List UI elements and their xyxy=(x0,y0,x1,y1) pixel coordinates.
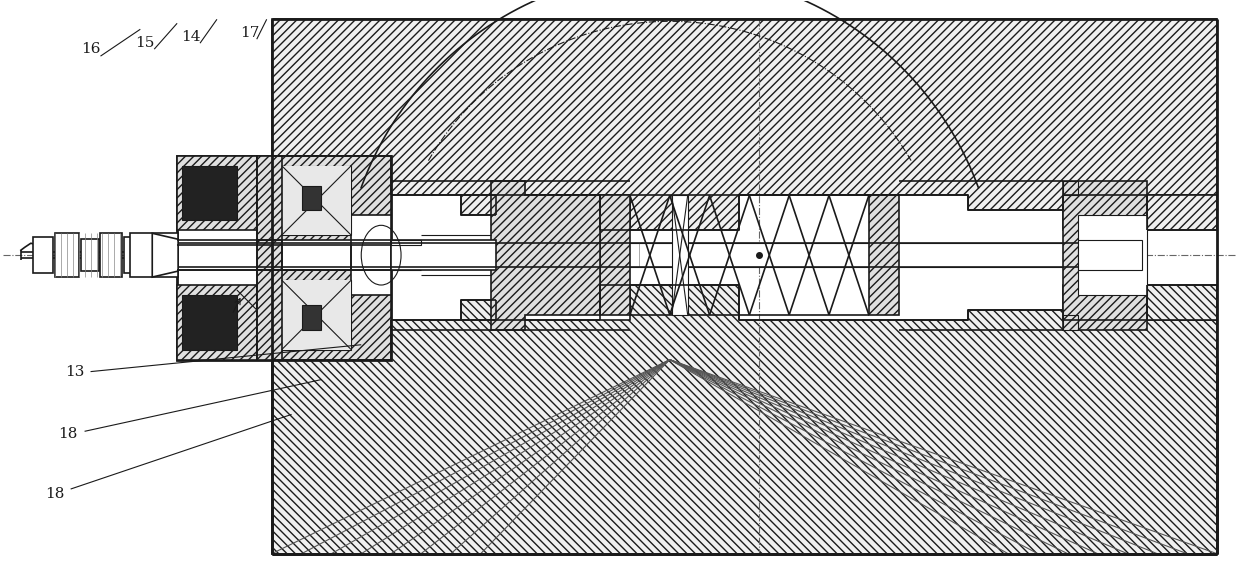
Bar xyxy=(672,195,688,315)
Polygon shape xyxy=(1063,180,1147,330)
Text: 17: 17 xyxy=(240,26,259,40)
Bar xyxy=(81,239,99,271)
Polygon shape xyxy=(392,240,421,245)
Bar xyxy=(281,280,352,350)
Text: 15: 15 xyxy=(135,36,155,50)
Polygon shape xyxy=(869,195,898,315)
Bar xyxy=(177,155,392,360)
Polygon shape xyxy=(271,360,670,554)
Polygon shape xyxy=(271,320,392,360)
Bar xyxy=(1078,215,1147,295)
Polygon shape xyxy=(491,180,600,330)
Polygon shape xyxy=(152,233,178,277)
Text: 18: 18 xyxy=(58,427,77,441)
Bar xyxy=(1078,240,1142,270)
Polygon shape xyxy=(1063,180,1078,195)
Polygon shape xyxy=(271,19,1217,230)
Polygon shape xyxy=(352,215,392,295)
Bar xyxy=(55,233,78,277)
Polygon shape xyxy=(1147,285,1217,320)
Bar xyxy=(301,305,321,330)
Polygon shape xyxy=(256,270,392,360)
Bar xyxy=(281,166,352,235)
Bar xyxy=(124,237,140,273)
Polygon shape xyxy=(1063,315,1078,330)
Polygon shape xyxy=(177,155,256,230)
Polygon shape xyxy=(491,360,1217,554)
Text: 16: 16 xyxy=(81,42,100,56)
Bar xyxy=(177,240,392,270)
Bar xyxy=(301,186,321,211)
Polygon shape xyxy=(256,155,392,245)
Polygon shape xyxy=(600,195,629,315)
Polygon shape xyxy=(182,166,237,220)
Bar xyxy=(130,233,178,277)
Polygon shape xyxy=(271,155,392,195)
Polygon shape xyxy=(182,295,237,350)
Polygon shape xyxy=(271,285,1217,554)
Bar xyxy=(281,166,352,235)
Bar xyxy=(32,237,53,273)
Text: 13: 13 xyxy=(64,365,84,379)
Polygon shape xyxy=(177,285,256,360)
Text: 18: 18 xyxy=(45,487,64,501)
Polygon shape xyxy=(1147,195,1217,230)
Bar xyxy=(392,240,496,270)
Polygon shape xyxy=(256,240,281,270)
Bar xyxy=(281,280,352,350)
Bar xyxy=(133,243,1098,267)
Bar xyxy=(100,233,123,277)
Text: 14: 14 xyxy=(181,30,201,44)
